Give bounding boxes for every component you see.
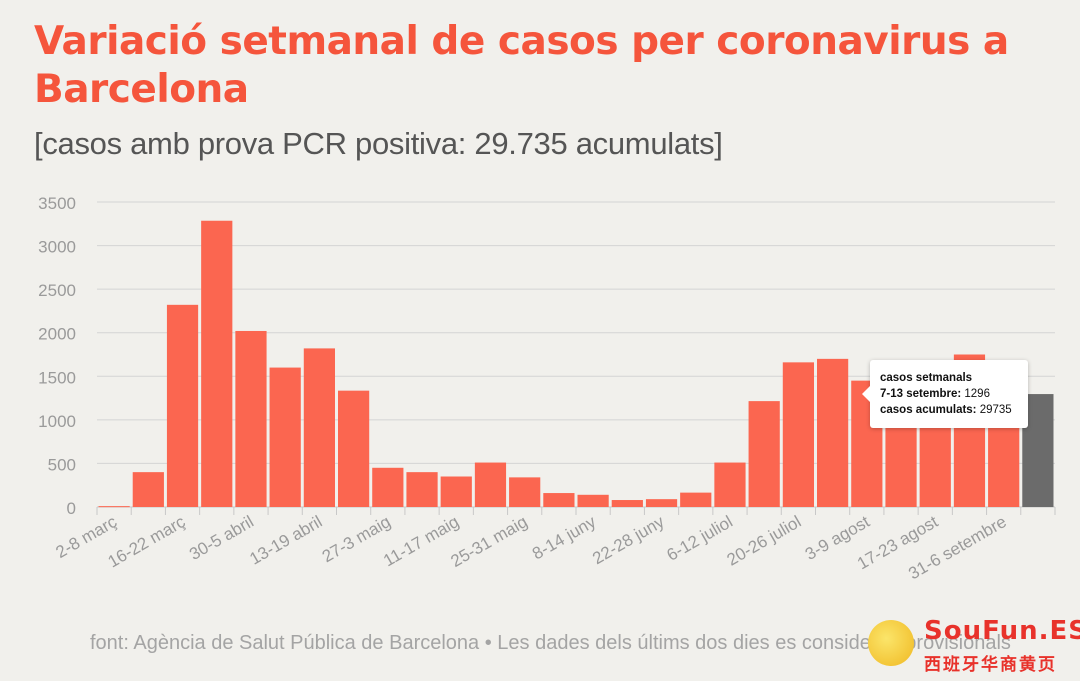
bar-8[interactable] <box>372 467 404 507</box>
watermark-brand: SouFun.ES <box>924 616 1080 646</box>
bar-12[interactable] <box>509 477 541 507</box>
bar-18[interactable] <box>714 462 746 507</box>
bar-16[interactable] <box>645 499 678 507</box>
x-tick-label: 16-22 març <box>105 512 189 572</box>
y-tick-label: 3500 <box>38 194 76 213</box>
x-tick-label: 11-17 maig <box>380 512 462 570</box>
x-tick-label: 22-28 juny <box>589 512 668 568</box>
tooltip-heading: casos setmanals <box>880 372 973 384</box>
bar-15[interactable] <box>611 500 643 507</box>
bar-13[interactable] <box>543 493 575 507</box>
bar-11[interactable] <box>474 462 507 507</box>
y-tick-label: 1000 <box>38 412 76 431</box>
bar-7[interactable] <box>338 390 370 507</box>
y-tick-label: 1500 <box>38 368 76 387</box>
x-tick-label: 30-5 abril <box>186 512 257 564</box>
x-tick-label: 20-26 juliol <box>724 512 805 570</box>
chart-title: Variació setmanal de casos per coronavir… <box>34 19 1009 112</box>
watermark-circle-icon <box>868 620 914 666</box>
bar-0[interactable] <box>98 506 130 508</box>
bar-4[interactable] <box>235 330 267 507</box>
watermark-logo: SouFun.ES 西班牙华商黄页 <box>868 614 1080 675</box>
bar-21[interactable] <box>817 358 849 507</box>
bar-10[interactable] <box>440 476 472 508</box>
bar-19[interactable] <box>748 401 780 507</box>
bar-14[interactable] <box>577 494 609 507</box>
tooltip-week-label: 7-13 setembre: <box>880 388 962 400</box>
bar-3[interactable] <box>201 220 233 507</box>
y-tick-label: 500 <box>48 455 76 474</box>
tooltip-cum-label: casos acumulats: <box>880 404 977 416</box>
bar-9[interactable] <box>406 472 438 507</box>
y-tick-label: 0 <box>67 499 76 518</box>
source-footnote: font: Agència de Salut Pública de Barcel… <box>90 632 1011 654</box>
bar-20[interactable] <box>782 362 814 507</box>
y-tick-label: 3000 <box>38 238 76 257</box>
chart-subtitle: [casos amb prova PCR positiva: 29.735 ac… <box>34 126 723 161</box>
bar-2[interactable] <box>166 304 199 507</box>
watermark-subtitle: 西班牙华商黄页 <box>924 655 1057 675</box>
y-tick-label: 2500 <box>38 281 76 300</box>
x-tick-label: 8-14 juny <box>529 512 599 564</box>
bar-1[interactable] <box>132 472 164 507</box>
tooltip-cum-value: 29735 <box>979 404 1012 416</box>
x-tick-label: 13-19 abril <box>246 512 325 569</box>
y-tick-label: 2000 <box>38 325 76 344</box>
bar-5[interactable] <box>269 367 301 507</box>
bar-17[interactable] <box>680 492 712 507</box>
tooltip-week-value: 1296 <box>964 388 990 400</box>
tooltip-arrow <box>862 386 870 402</box>
x-tick-label: 25-31 maig <box>448 512 531 571</box>
bar-tooltip: casos setmanals 7-13 setembre: 1296 caso… <box>862 360 1028 428</box>
bar-6[interactable] <box>303 348 335 507</box>
